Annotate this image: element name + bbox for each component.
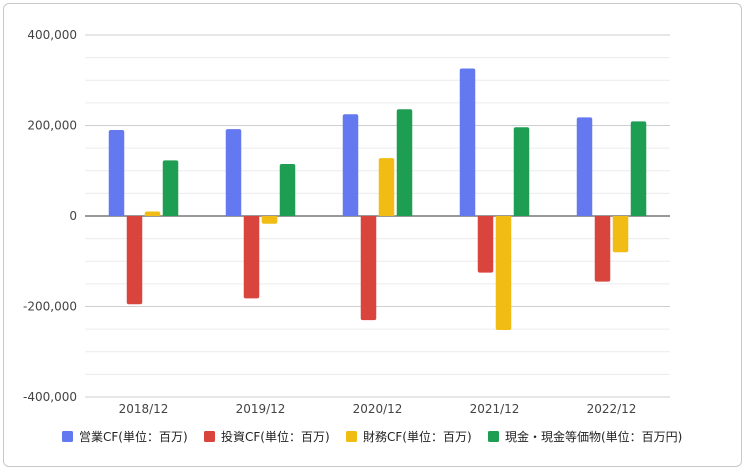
x-axis-ticks: 2018/12 2019/12 2020/12 2021/12 2022/12 (119, 402, 637, 416)
bar-2018-12-series-2 (126, 216, 143, 305)
bars (108, 68, 647, 331)
legend-swatch (204, 431, 215, 442)
bar-2022-12-series-1 (576, 117, 593, 216)
bar-2021-12-series-4 (513, 127, 530, 216)
bar-2022-12-series-2 (594, 216, 611, 282)
bar-2018-12-series-3 (144, 211, 161, 216)
bar-2019-12-series-1 (225, 129, 242, 216)
y-tick-label: 400,000 (27, 28, 77, 42)
legend-item: 現金・現金等価物(単位：百万円) (488, 429, 682, 444)
legend-swatch (346, 431, 357, 442)
legend: 営業CF(単位：百万) 投資CF(単位：百万) 財務CF(単位：百万) 現金・現金等価… (62, 429, 682, 444)
y-tick-label: 200,000 (27, 119, 77, 133)
legend-item: 営業CF(単位：百万) (62, 429, 188, 444)
bar-2021-12-series-3 (495, 216, 512, 331)
x-tick-label: 2021/12 (470, 402, 520, 416)
bar-2022-12-series-3 (612, 216, 629, 253)
bar-2022-12-series-4 (630, 121, 647, 216)
bar-2020-12-series-3 (378, 158, 395, 216)
y-tick-label: 0 (69, 209, 77, 223)
bar-2019-12-series-2 (243, 216, 260, 299)
y-tick-label: -400,000 (23, 390, 77, 404)
legend-label: 現金・現金等価物(単位：百万円) (505, 429, 682, 444)
legend-item: 投資CF(単位：百万) (204, 429, 330, 444)
bar-2019-12-series-3 (261, 216, 278, 224)
legend-swatch (488, 431, 499, 442)
bar-2019-12-series-4 (279, 163, 296, 216)
x-tick-label: 2019/12 (236, 402, 286, 416)
bar-2020-12-series-1 (342, 114, 359, 216)
x-tick-label: 2018/12 (119, 402, 169, 416)
bar-2018-12-series-4 (162, 160, 179, 216)
legend-label: 営業CF(単位：百万) (79, 429, 188, 444)
legend-item: 財務CF(単位：百万) (346, 429, 472, 444)
y-axis-ticks: 400,000 200,000 0 -200,000 -400,000 (23, 28, 77, 404)
gridlines (85, 34, 670, 398)
legend-label: 財務CF(単位：百万) (363, 429, 472, 444)
bar-2020-12-series-4 (396, 109, 413, 216)
y-tick-label: -200,000 (23, 300, 77, 314)
x-tick-label: 2020/12 (353, 402, 403, 416)
bar-2018-12-series-1 (108, 130, 125, 216)
bar-2020-12-series-2 (360, 216, 377, 321)
bar-2021-12-series-1 (459, 68, 476, 216)
legend-label: 投資CF(単位：百万) (221, 429, 330, 444)
legend-swatch (62, 431, 73, 442)
bar-2021-12-series-2 (477, 216, 494, 273)
x-tick-label: 2022/12 (587, 402, 637, 416)
